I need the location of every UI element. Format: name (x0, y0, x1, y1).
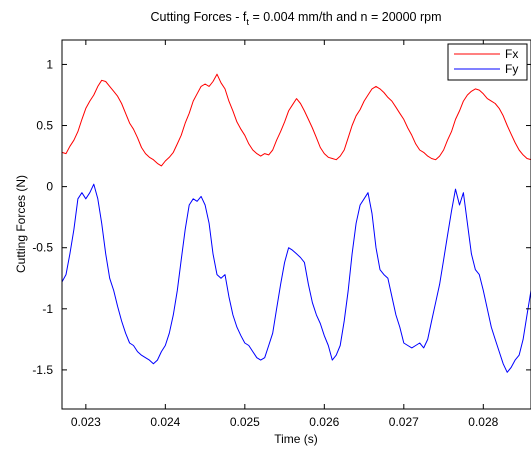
plot-frame (61, 39, 531, 410)
y-tick-label: -1.5 (32, 363, 53, 377)
chart-title-rest: = 0.004 mm/th and n = 20000 rpm (249, 10, 441, 24)
x-axis-label: Time (s) (274, 432, 318, 446)
y-tick-label: 0.5 (36, 119, 53, 133)
y-tick-label: 0 (46, 180, 53, 194)
plot-area (62, 40, 531, 409)
tick-marks (62, 40, 531, 409)
x-tick-label: 0.026 (309, 415, 339, 429)
y-tick-label: -0.5 (32, 241, 53, 255)
chart-title: Cutting Forces - ft = 0.004 mm/th and n … (151, 10, 442, 28)
x-tick-label: 0.027 (389, 415, 419, 429)
y-tick-label: 1 (46, 57, 53, 71)
series-layer (61, 73, 531, 373)
x-tick-label: 0.024 (150, 415, 180, 429)
chart-title-subscript: t (246, 17, 249, 28)
y-tick-labels: 1 0.5 0 -0.5 -1 -1.5 (32, 57, 53, 376)
series-line-fy (61, 183, 531, 373)
legend-label-fy: Fy (505, 62, 518, 76)
x-tick-label: 0.023 (71, 415, 101, 429)
series-line-fx (61, 73, 531, 167)
y-tick-label: -1 (42, 302, 53, 316)
axes-box (61, 39, 531, 410)
y-axis-label: Cutting Forces (N) (14, 175, 28, 273)
chart-title-main: Cutting Forces - f (151, 10, 247, 24)
x-tick-label: 0.025 (230, 415, 260, 429)
legend-label-fx: Fx (505, 47, 518, 61)
x-tick-label: 0.028 (468, 415, 498, 429)
legend-box (447, 43, 528, 81)
x-tick-labels: 0.023 0.024 0.025 0.026 0.027 0.028 (71, 415, 499, 429)
